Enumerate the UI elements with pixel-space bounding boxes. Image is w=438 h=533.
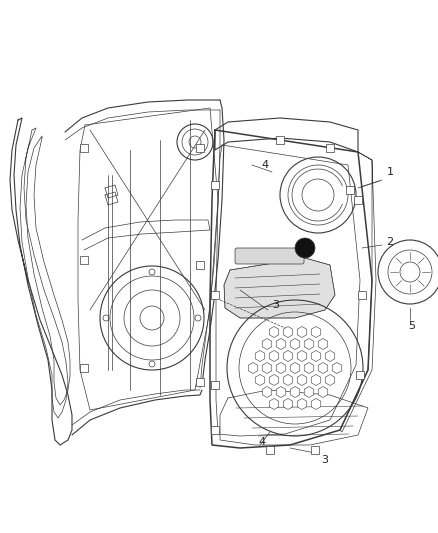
Bar	[326, 144, 334, 152]
Text: 1: 1	[386, 167, 393, 177]
Bar	[311, 446, 319, 454]
Bar	[80, 364, 88, 372]
FancyBboxPatch shape	[235, 248, 304, 264]
Text: 5: 5	[409, 321, 416, 331]
Bar	[211, 181, 219, 189]
Bar	[211, 426, 219, 434]
Text: 4: 4	[258, 437, 265, 447]
Text: 3: 3	[272, 300, 279, 310]
Bar	[211, 381, 219, 389]
Bar	[196, 261, 204, 269]
Polygon shape	[224, 258, 335, 318]
Bar	[354, 196, 362, 204]
Bar	[196, 378, 204, 386]
Bar	[80, 144, 88, 152]
Circle shape	[295, 238, 315, 258]
Bar	[276, 136, 284, 144]
Text: 4: 4	[261, 160, 268, 170]
Bar	[80, 256, 88, 264]
Bar	[196, 144, 204, 152]
Bar	[356, 371, 364, 379]
Text: 3: 3	[321, 455, 328, 465]
Bar	[358, 291, 366, 299]
Bar	[211, 291, 219, 299]
Bar	[266, 446, 274, 454]
Text: 2: 2	[386, 237, 394, 247]
Bar	[346, 186, 354, 194]
